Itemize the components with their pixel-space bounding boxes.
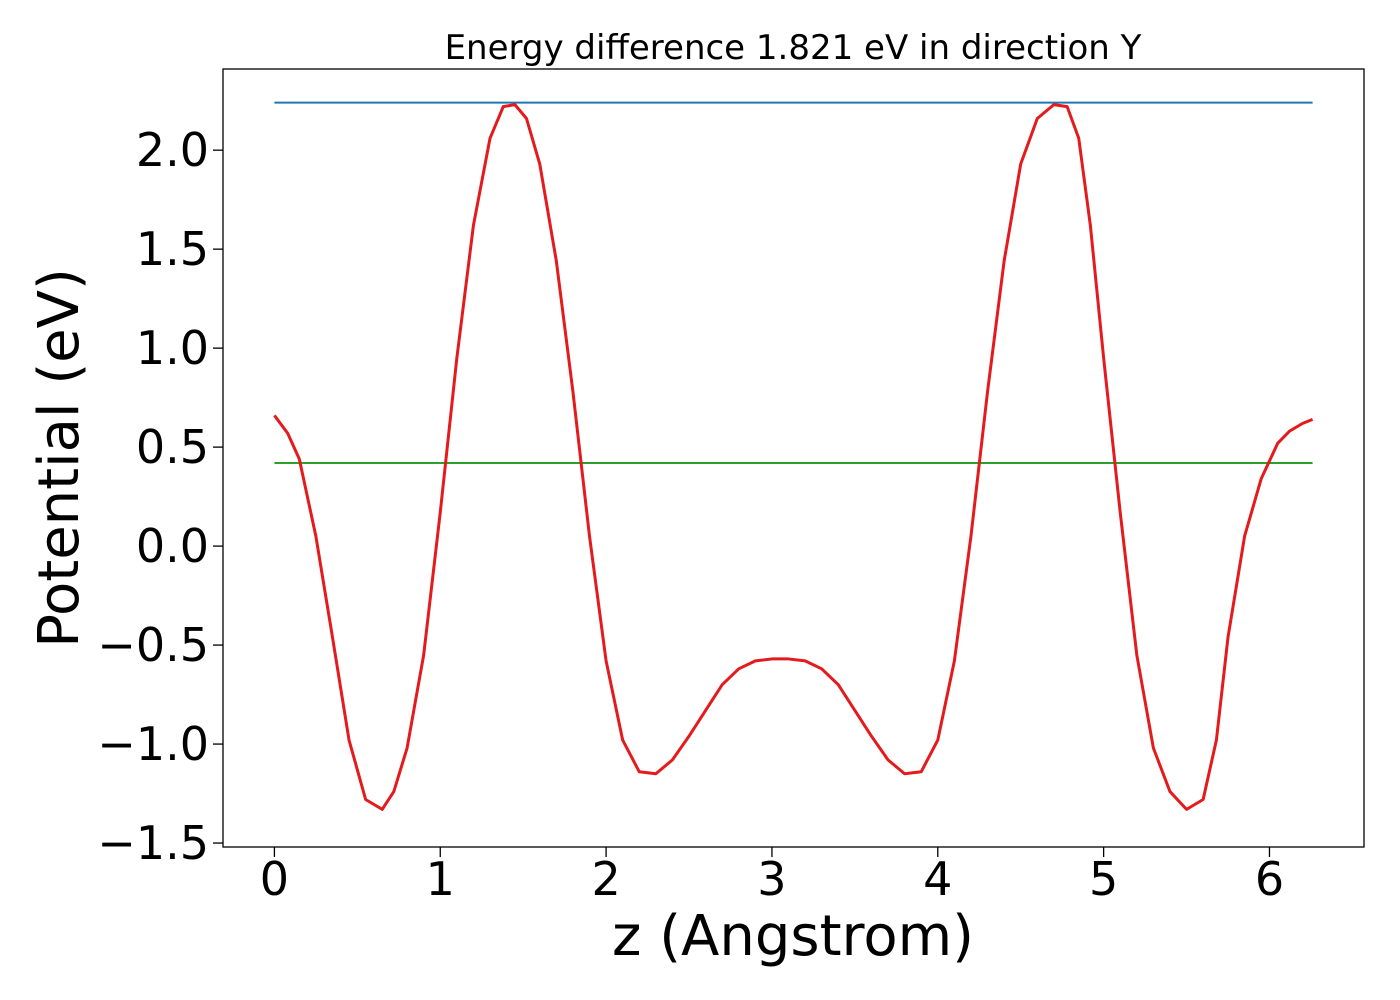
x-tick-label: 1 (426, 852, 455, 906)
y-tick-label: 0.0 (136, 519, 209, 573)
y-tick-label: −1.0 (97, 717, 209, 771)
series-layer (273, 101, 1314, 811)
y-tick-label: 1.5 (136, 222, 209, 276)
x-tick-label: 3 (757, 852, 786, 906)
x-tick-label: 2 (591, 852, 620, 906)
x-axis-ticks: 0 1 2 3 4 5 6 (260, 847, 1284, 906)
x-tick-label: 0 (260, 852, 289, 906)
x-tick-label: 6 (1255, 852, 1284, 906)
plot-area-frame (222, 68, 1365, 848)
y-tick-label: 1.0 (136, 321, 209, 375)
y-tick-label: −1.5 (97, 816, 209, 870)
x-tick-label: 4 (923, 852, 952, 906)
potential-curve (273, 103, 1314, 811)
y-tick-label: 0.5 (136, 420, 209, 474)
chart-title: Energy difference 1.821 eV in direction … (445, 28, 1142, 68)
y-axis-label: Potential (eV) (27, 268, 92, 648)
y-tick-label: 2.0 (136, 123, 209, 177)
y-tick-label: −0.5 (97, 618, 209, 672)
y-axis-ticks: −1.5 −1.0 −0.5 0.0 0.5 1.0 1.5 2.0 (97, 123, 223, 870)
x-axis-label: z (Angstrom) (612, 904, 974, 969)
x-tick-label: 5 (1089, 852, 1118, 906)
